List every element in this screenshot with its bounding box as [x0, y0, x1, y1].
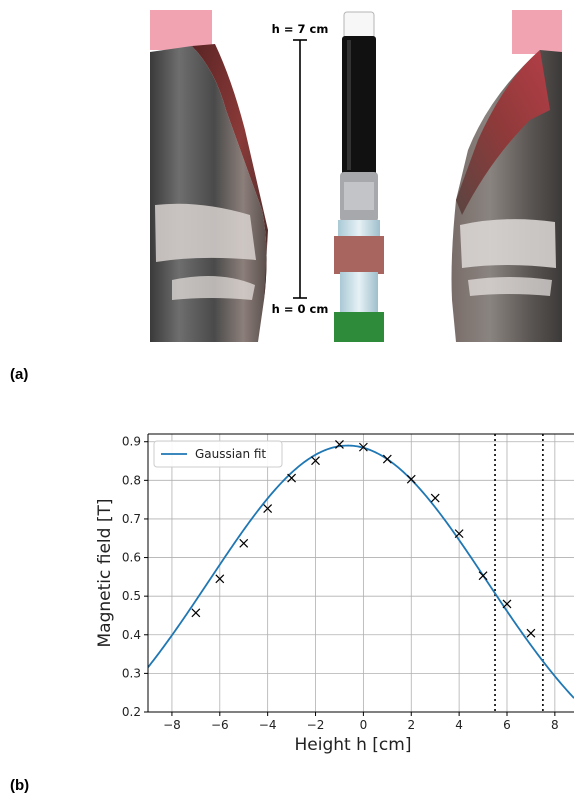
data-point-marker [454, 529, 464, 539]
panel-b-label: (b) [10, 777, 30, 794]
data-point-marker [311, 456, 320, 466]
data-point-marker [430, 493, 440, 503]
y-tick-label: 0.2 [122, 705, 141, 719]
right-pole-pink-background [512, 10, 562, 54]
x-tick-label: −8 [163, 718, 181, 732]
data-point-marker [215, 574, 225, 584]
y-tick-label: 0.7 [122, 512, 141, 526]
marker-stroke [311, 456, 320, 466]
x-tick-label: 8 [551, 718, 559, 732]
y-tick-label: 0.9 [122, 435, 141, 449]
y-tick-label: 0.4 [122, 628, 141, 642]
marker-stroke [382, 454, 392, 464]
right-pole-piece [451, 50, 562, 342]
left-pole-face [192, 44, 268, 300]
y-tick-label: 0.3 [122, 666, 141, 680]
data-point-marker [335, 440, 344, 449]
legend-label: Gaussian fit [195, 447, 266, 461]
tube-green-holder [334, 312, 384, 342]
data-point-marker [478, 571, 488, 581]
legend-box [153, 440, 283, 468]
right-pole-face [456, 50, 550, 215]
marker-stroke [478, 571, 488, 581]
marker-stroke [358, 442, 368, 452]
marker-stroke [430, 493, 440, 503]
marker-stroke [263, 504, 273, 513]
bottom-height-label: h = 0 cm [272, 302, 329, 316]
gaussian-fit-line [148, 444, 574, 699]
data-point-marker [406, 474, 416, 484]
x-tick-label: 4 [455, 718, 463, 732]
data-point-marker [502, 599, 512, 609]
panel-a-label: (a) [10, 366, 29, 383]
sample-photo: h = 7 cm h = 0 cm [150, 10, 562, 342]
y-axis-label: Magnetic field [T] [95, 499, 115, 648]
x-tick-label: 0 [360, 718, 368, 732]
data-point-marker [191, 608, 201, 618]
left-pole-pink-background [150, 10, 212, 50]
left-pole-piece [150, 46, 267, 342]
x-tick-label: −2 [307, 718, 325, 732]
x-tick-label: −6 [211, 718, 229, 732]
data-point-marker [382, 454, 392, 464]
x-axis-label: Height h [cm] [295, 735, 412, 755]
marker-stroke [526, 628, 536, 638]
marker-stroke [502, 599, 512, 609]
marker-stroke [287, 473, 297, 483]
top-height-label: h = 7 cm [272, 22, 329, 36]
tube-cap [343, 11, 375, 39]
y-tick-label: 0.5 [122, 589, 141, 603]
tube-glass [338, 220, 380, 238]
data-point-marker [287, 473, 297, 483]
y-tick-label: 0.6 [122, 551, 141, 565]
magnetic-field-chart: −8 −6 −4 −2 0 2 4 6 8 0.2 0.3 0.4 0.5 0.6 0.7 0.8 0.9 Hei… [95, 433, 574, 755]
tube-collar [334, 236, 384, 274]
x-tick-label: 6 [503, 718, 511, 732]
data-point-marker [358, 442, 368, 452]
marker-stroke [406, 474, 416, 484]
marker-stroke [454, 529, 464, 539]
data-point-marker [239, 538, 249, 548]
data-point-marker [526, 628, 536, 638]
y-tick-label: 0.8 [122, 473, 141, 487]
x-tick-label: 2 [407, 718, 415, 732]
data-point-marker [263, 504, 273, 513]
x-tick-label: −4 [259, 718, 277, 732]
chart-legend: Gaussian fit [153, 440, 283, 468]
marker-stroke [215, 574, 225, 584]
marker-stroke [191, 608, 201, 618]
marker-stroke [239, 538, 249, 548]
marker-stroke [335, 440, 344, 449]
